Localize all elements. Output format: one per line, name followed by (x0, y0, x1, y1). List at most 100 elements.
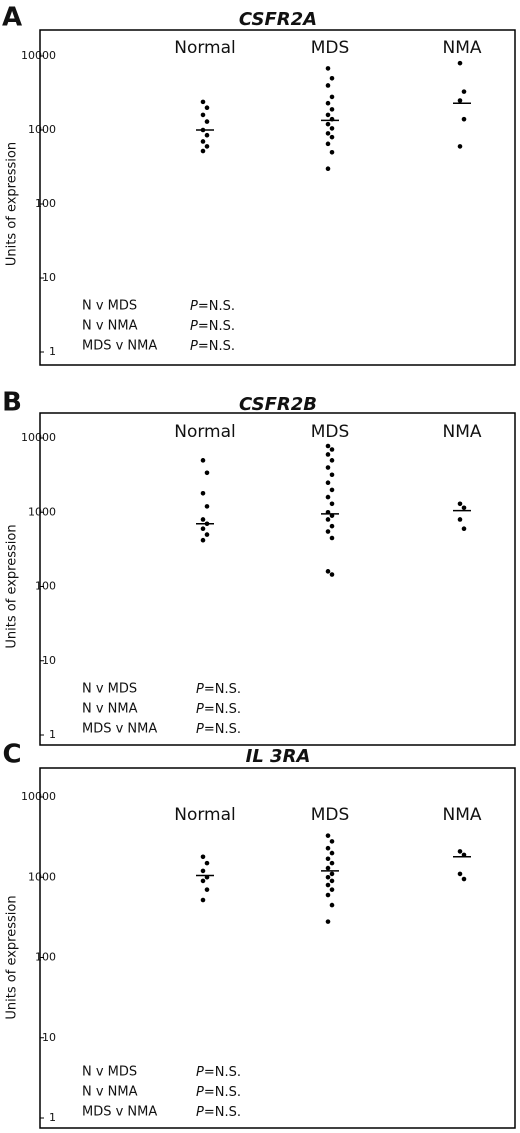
p-symbol: P (196, 1065, 204, 1080)
y-axis-label: Units of expression (5, 142, 20, 266)
y-tick-label: 10 (42, 271, 56, 284)
data-point (325, 892, 331, 898)
plot-frame (39, 29, 516, 366)
data-point (200, 112, 206, 118)
data-point (329, 860, 335, 866)
data-point (325, 494, 331, 500)
data-point (329, 839, 335, 844)
plot-frame (39, 767, 516, 1129)
data-point (325, 465, 331, 470)
y-tick-label: 10000 (21, 49, 56, 62)
data-point (329, 535, 335, 541)
data-point (200, 854, 206, 860)
data-point (329, 871, 335, 877)
data-point (200, 490, 206, 496)
data-point (325, 569, 331, 574)
stat-comparison: N v NMA (82, 1085, 138, 1100)
stat-comparison: MDS v NMA (82, 1105, 157, 1120)
p-symbol: P (196, 702, 204, 717)
data-point (204, 119, 210, 124)
data-point (461, 116, 467, 122)
stat-p: P=N.S. (190, 319, 235, 334)
p-value: =N.S. (204, 1085, 241, 1100)
data-point (461, 89, 467, 94)
y-tick-label: 10 (42, 654, 56, 667)
data-point (325, 874, 331, 880)
stat-p: P=N.S. (196, 1085, 241, 1100)
y-tick-label: 1 (49, 728, 56, 741)
data-point (329, 149, 335, 155)
y-tick-label: 100 (35, 197, 56, 210)
data-point (325, 141, 331, 147)
data-point (204, 105, 210, 111)
panel-label: C (2, 740, 21, 770)
data-point (325, 443, 331, 449)
plot-frame (39, 412, 516, 746)
category-label: NMA (442, 805, 481, 825)
data-point (461, 505, 467, 511)
y-tick-label: 1 (49, 345, 56, 358)
category-label: Normal (174, 38, 236, 58)
data-point (329, 878, 335, 884)
data-point (204, 144, 210, 149)
data-point (457, 60, 463, 66)
p-value: =N.S. (204, 1065, 241, 1080)
stat-comparison: N v MDS (82, 299, 137, 314)
data-point (325, 166, 331, 171)
p-value: =N.S. (198, 299, 235, 314)
p-value: =N.S. (198, 339, 235, 354)
data-point (457, 144, 463, 149)
panel-label: B (2, 388, 22, 418)
data-point (325, 100, 331, 106)
p-symbol: P (196, 1105, 204, 1120)
stat-comparison: N v MDS (82, 1065, 137, 1080)
data-point (325, 112, 331, 118)
data-point (457, 517, 463, 522)
data-point (329, 472, 335, 478)
p-value: =N.S. (204, 682, 241, 697)
category-label: MDS (311, 805, 350, 825)
data-point (325, 131, 331, 136)
data-point (200, 897, 206, 903)
stat-p: P=N.S. (196, 1065, 241, 1080)
data-point (457, 98, 463, 103)
chart-title: CSFR2B (239, 394, 317, 415)
data-point (200, 537, 206, 543)
data-point (329, 501, 335, 507)
data-point (457, 849, 463, 854)
data-point (204, 132, 210, 138)
data-point (200, 139, 206, 144)
y-tick-label: 10000 (21, 431, 56, 444)
data-point (329, 134, 335, 140)
stat-p: P=N.S. (190, 339, 235, 354)
stat-p: P=N.S. (196, 702, 241, 717)
stat-comparison: MDS v NMA (82, 722, 157, 737)
y-tick-label: 1 (49, 1111, 56, 1124)
p-symbol: P (190, 319, 198, 334)
data-point (204, 860, 210, 866)
p-symbol: P (196, 1085, 204, 1100)
data-point (329, 572, 335, 577)
stat-p: P=N.S. (196, 1105, 241, 1120)
data-point (204, 887, 210, 892)
data-point (329, 126, 335, 131)
data-point (325, 66, 331, 71)
data-point (200, 517, 206, 522)
data-point (461, 526, 467, 532)
data-point (329, 458, 335, 463)
data-point (200, 148, 206, 154)
data-point (325, 480, 331, 486)
stat-p: P=N.S. (190, 299, 235, 314)
data-point (329, 850, 335, 856)
stat-comparison: N v NMA (82, 319, 138, 334)
data-point (325, 83, 331, 88)
y-tick-label: 100 (35, 580, 56, 593)
data-point (325, 452, 331, 457)
category-label: NMA (442, 422, 481, 442)
data-point (325, 865, 331, 871)
data-point (325, 517, 331, 522)
data-point (204, 504, 210, 509)
y-tick-label: 10 (42, 1031, 56, 1044)
